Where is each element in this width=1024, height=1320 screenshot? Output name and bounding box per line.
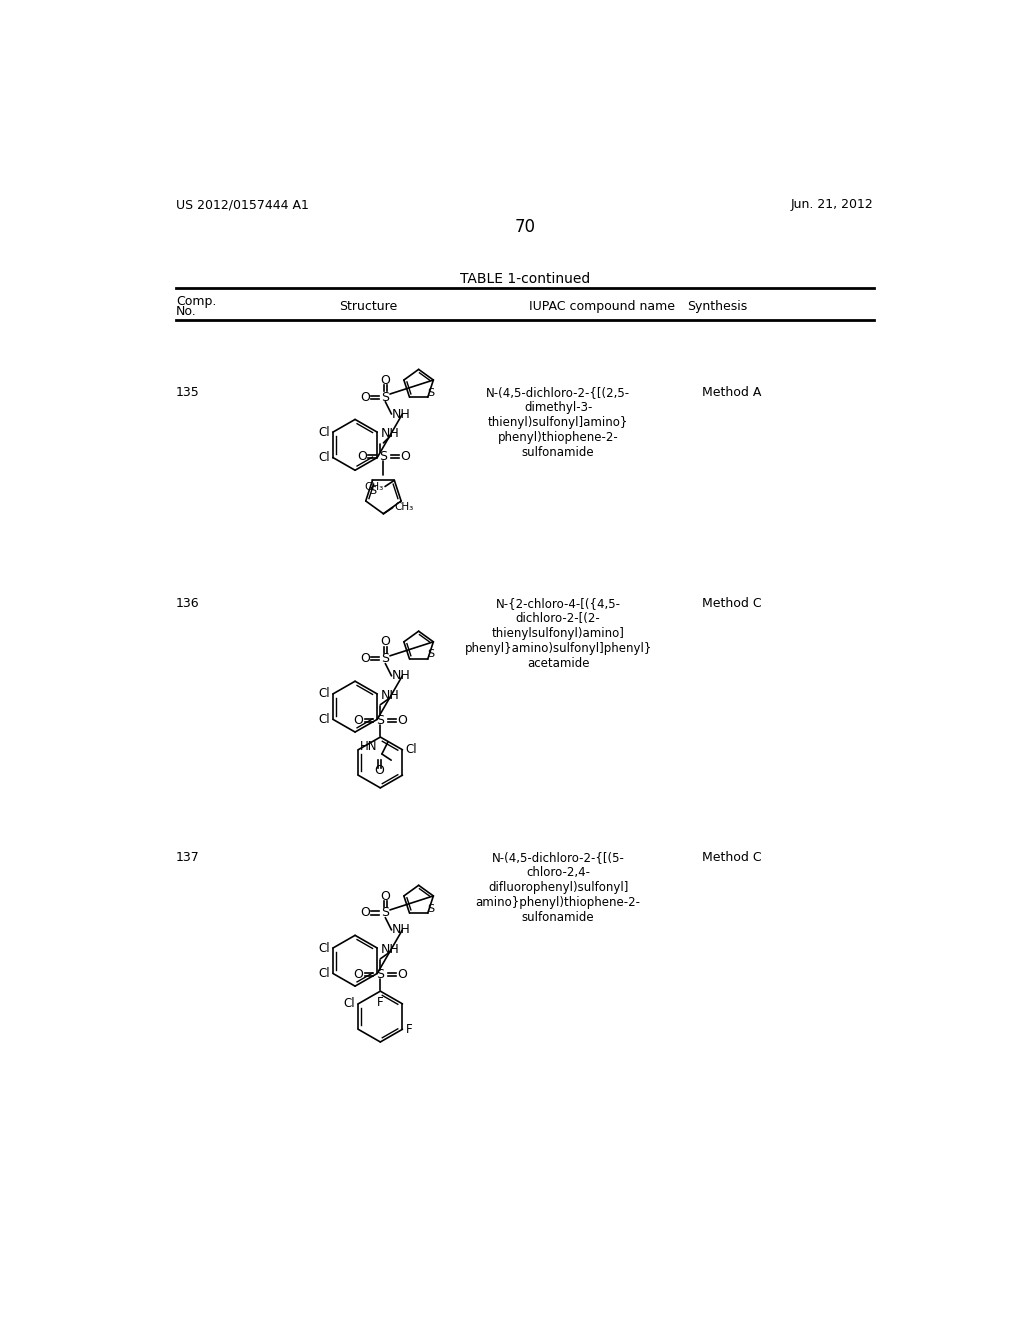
- Text: Method A: Method A: [701, 385, 761, 399]
- Text: CH₃: CH₃: [394, 502, 414, 512]
- Text: S: S: [377, 968, 384, 981]
- Text: NH: NH: [391, 924, 411, 936]
- Text: NH: NH: [380, 428, 399, 440]
- Text: S: S: [427, 388, 434, 397]
- Text: Comp.: Comp.: [176, 294, 216, 308]
- Text: O: O: [356, 450, 367, 463]
- Text: O: O: [380, 890, 390, 903]
- Text: Cl: Cl: [318, 451, 330, 465]
- Text: 135: 135: [176, 385, 200, 399]
- Text: S: S: [381, 652, 389, 665]
- Text: O: O: [360, 391, 370, 404]
- Text: Cl: Cl: [318, 968, 330, 979]
- Text: Structure: Structure: [339, 300, 397, 313]
- Text: TABLE 1-continued: TABLE 1-continued: [460, 272, 590, 286]
- Text: O: O: [397, 714, 407, 726]
- Text: IUPAC compound name: IUPAC compound name: [529, 300, 675, 313]
- Text: NH: NH: [391, 669, 411, 682]
- Text: O: O: [353, 714, 364, 726]
- Text: Cl: Cl: [318, 713, 330, 726]
- Text: HN: HN: [359, 741, 377, 754]
- Text: Jun. 21, 2012: Jun. 21, 2012: [791, 198, 873, 211]
- Text: S: S: [369, 487, 376, 496]
- Text: O: O: [380, 374, 390, 387]
- Text: S: S: [427, 649, 434, 660]
- Text: O: O: [397, 968, 407, 981]
- Text: N-(4,5-dichloro-2-{[(5-
chloro-2,4-
difluorophenyl)sulfonyl]
amino}phenyl)thioph: N-(4,5-dichloro-2-{[(5- chloro-2,4- difl…: [475, 851, 641, 924]
- Text: Method C: Method C: [701, 851, 761, 865]
- Text: Cl: Cl: [318, 425, 330, 438]
- Text: US 2012/0157444 A1: US 2012/0157444 A1: [176, 198, 309, 211]
- Text: O: O: [400, 450, 410, 463]
- Text: Cl: Cl: [343, 998, 355, 1010]
- Text: Cl: Cl: [318, 688, 330, 701]
- Text: 137: 137: [176, 851, 200, 865]
- Text: S: S: [377, 714, 384, 726]
- Text: 136: 136: [176, 597, 200, 610]
- Text: O: O: [360, 652, 370, 665]
- Text: Cl: Cl: [318, 941, 330, 954]
- Text: Method C: Method C: [701, 597, 761, 610]
- Text: Cl: Cl: [406, 743, 417, 756]
- Text: F: F: [377, 995, 384, 1008]
- Text: N-{2-chloro-4-[({4,5-
dichloro-2-[(2-
thienylsulfonyl)amino]
phenyl}amino)sulfon: N-{2-chloro-4-[({4,5- dichloro-2-[(2- th…: [465, 597, 652, 671]
- Text: N-(4,5-dichloro-2-{[(2,5-
dimethyl-3-
thienyl)sulfonyl]amino}
phenyl)thiophene-2: N-(4,5-dichloro-2-{[(2,5- dimethyl-3- th…: [486, 385, 630, 458]
- Text: S: S: [380, 450, 387, 463]
- Text: S: S: [427, 903, 434, 913]
- Text: F: F: [406, 1023, 413, 1036]
- Text: S: S: [381, 391, 389, 404]
- Text: 70: 70: [514, 218, 536, 236]
- Text: Synthesis: Synthesis: [687, 300, 748, 313]
- Text: CH₃: CH₃: [365, 482, 384, 492]
- Text: NH: NH: [380, 942, 399, 956]
- Text: NH: NH: [380, 689, 399, 702]
- Text: O: O: [380, 635, 390, 648]
- Text: NH: NH: [391, 408, 411, 421]
- Text: S: S: [381, 907, 389, 920]
- Text: O: O: [360, 907, 370, 920]
- Text: O: O: [374, 764, 384, 777]
- Text: No.: No.: [176, 305, 197, 318]
- Text: O: O: [353, 968, 364, 981]
